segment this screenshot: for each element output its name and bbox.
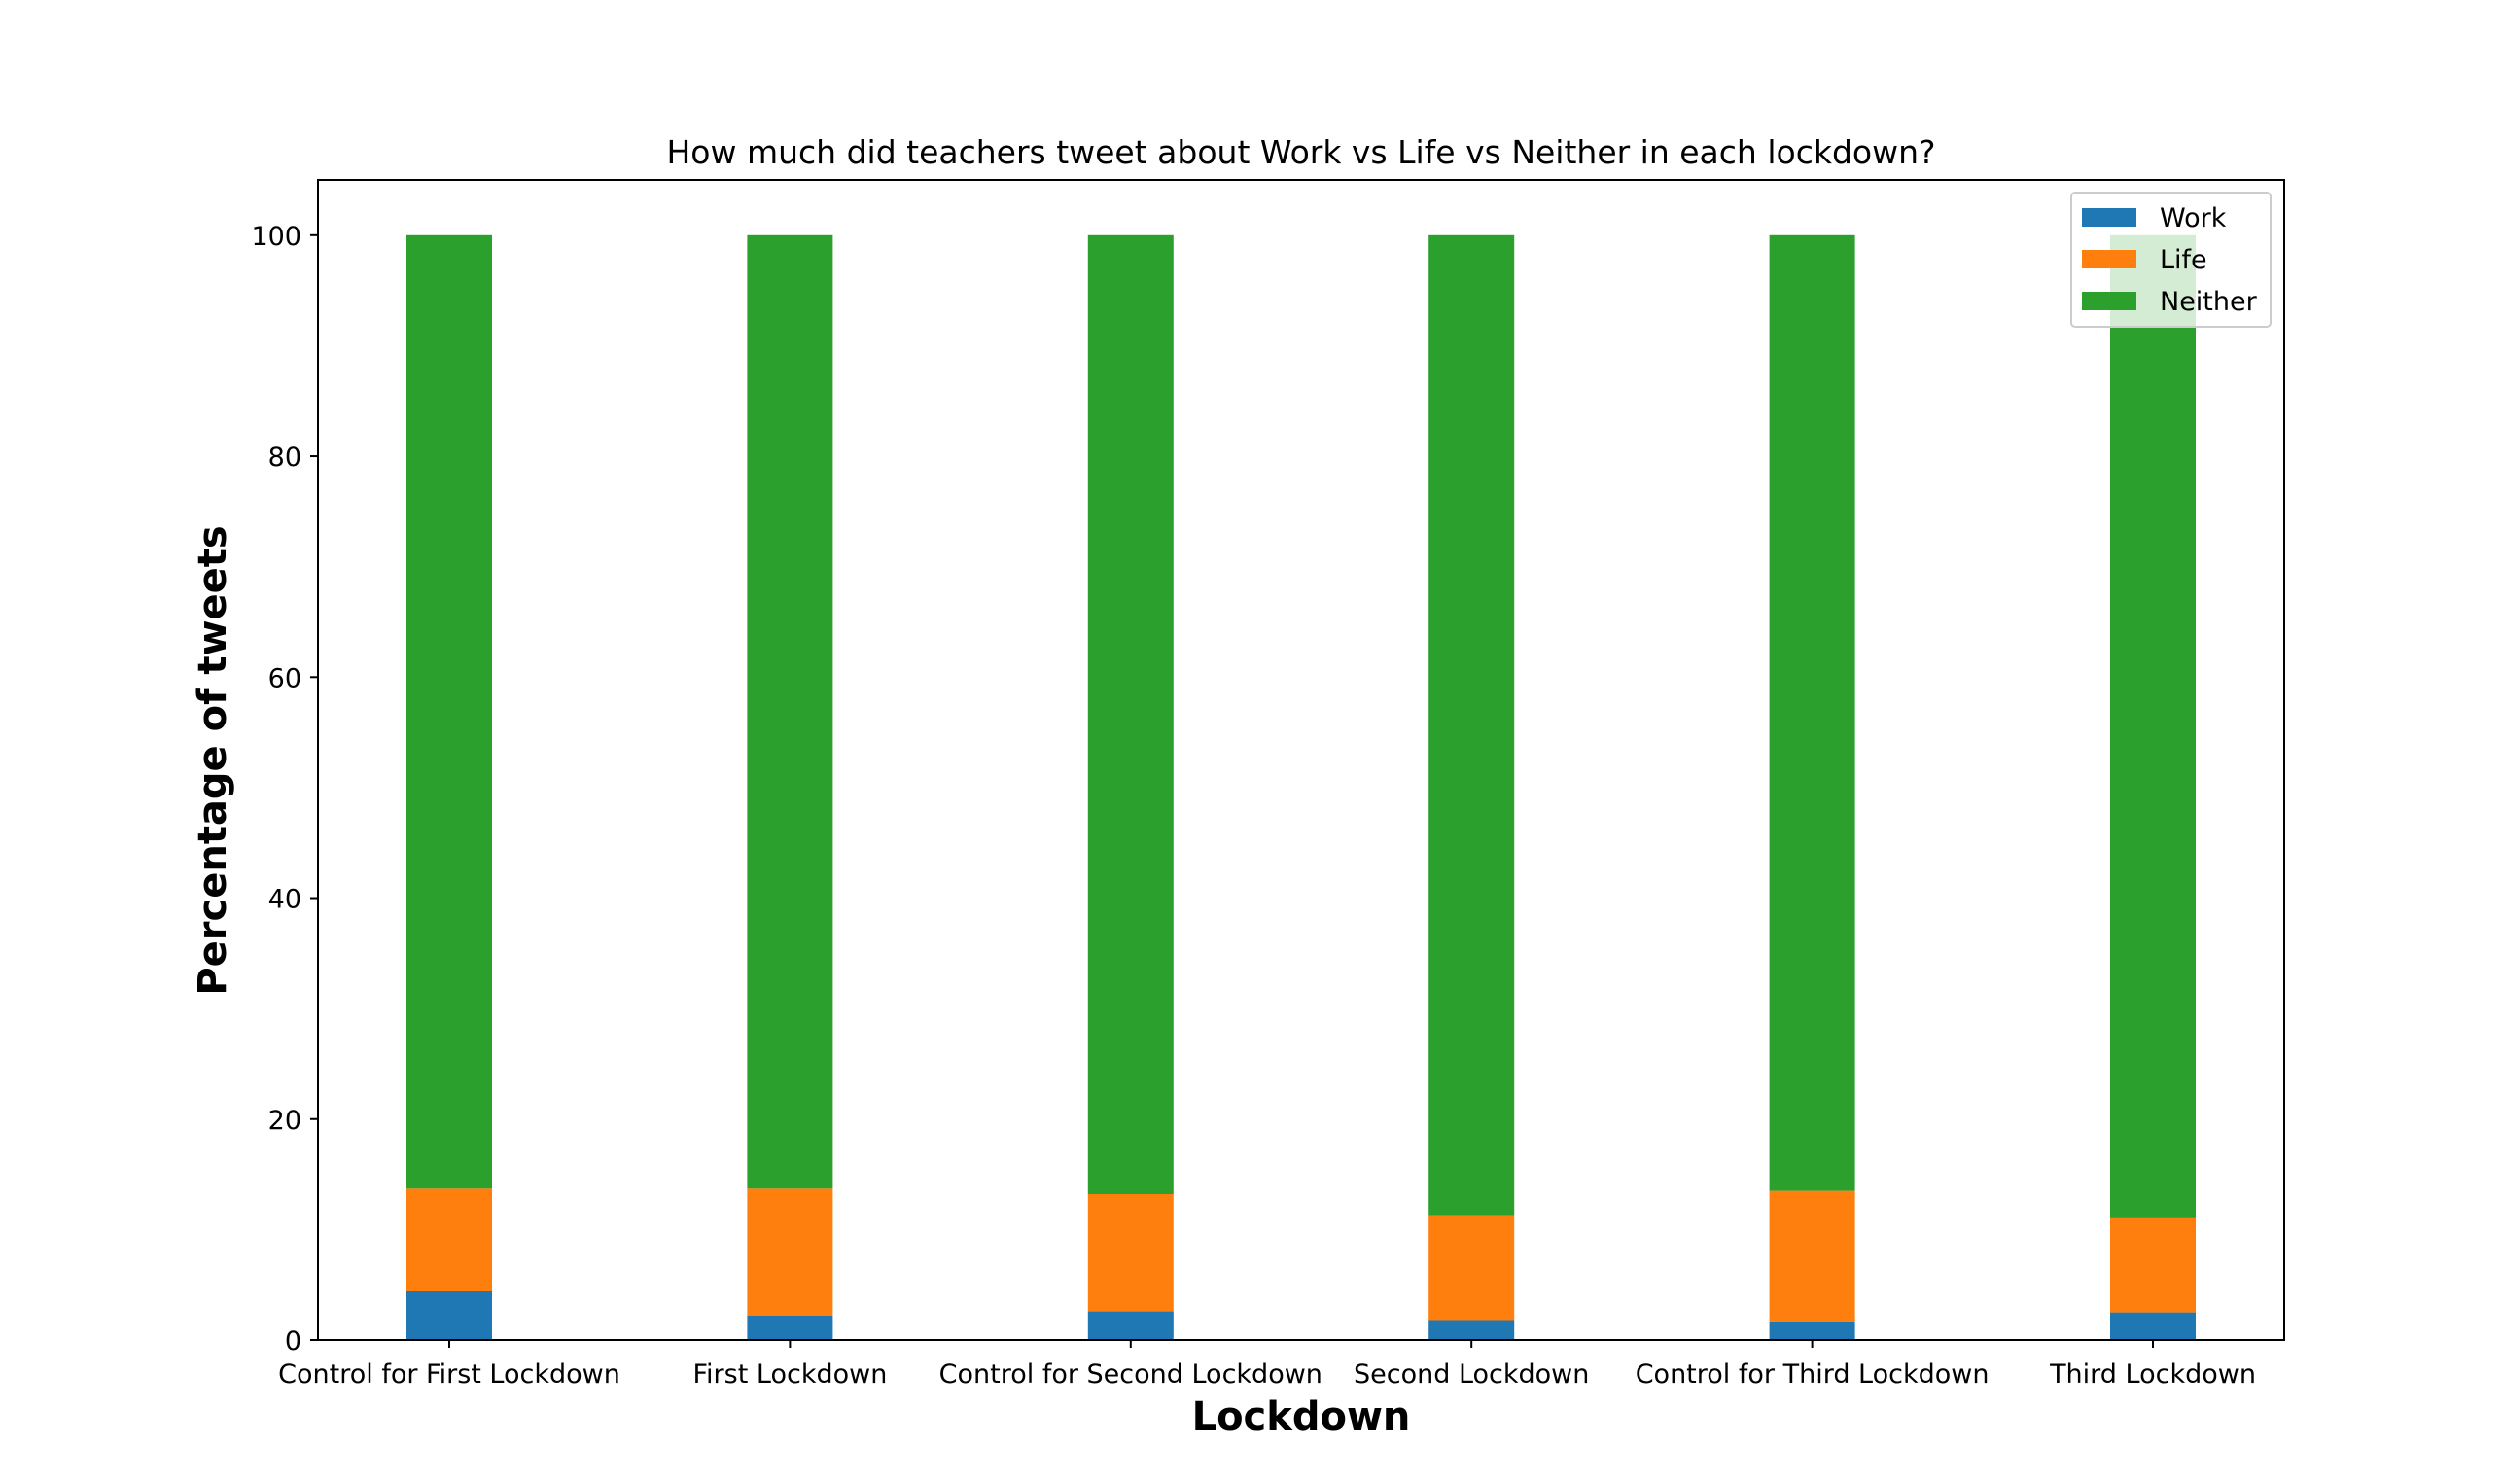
bar-neither-4 [1769,234,1855,1191]
bar-neither-0 [406,234,492,1189]
bar-life-1 [747,1188,833,1316]
legend-swatch-neither [2082,292,2136,310]
bar-life-5 [2110,1217,2196,1313]
bar-life-0 [406,1188,492,1291]
bar-work-5 [2110,1312,2196,1340]
y-axis: 0 20 40 60 80 100 [251,222,318,1357]
bar-neither-2 [1087,234,1174,1195]
legend-label-life: Life [2160,245,2207,275]
legend-swatch-life [2082,250,2136,268]
chart-title: How much did teachers tweet about Work v… [666,133,1935,171]
bar-life-4 [1769,1190,1855,1322]
y-tick-label: 80 [268,442,301,473]
y-tick-label: 0 [285,1326,301,1357]
bar-neither-1 [747,234,833,1189]
bar-life-2 [1087,1194,1174,1312]
bar-neither-5 [2110,234,2196,1218]
y-axis-label: Percentage of tweets [191,525,235,995]
y-tick-label: 60 [268,663,301,693]
bar-life-3 [1428,1215,1515,1321]
legend-swatch-work [2082,208,2136,227]
x-axis-label: Lockdown [1192,1395,1411,1439]
bar-work-3 [1428,1320,1515,1340]
bar-neither-3 [1428,234,1515,1216]
x-tick-label: Control for First Lockdown [278,1360,620,1390]
bar-work-4 [1769,1321,1855,1340]
x-tick-label: Control for Third Lockdown [1636,1360,1990,1390]
bar-work-2 [1087,1311,1174,1340]
x-tick-label: Third Lockdown [2049,1360,2256,1390]
plot-frame [317,179,2285,1341]
x-axis: Control for First Lockdown First Lockdown… [278,1340,2256,1390]
y-tick-label: 20 [268,1106,301,1136]
legend-label-work: Work [2160,203,2227,233]
x-tick-label: Second Lockdown [1354,1360,1589,1390]
legend-label-neither: Neither [2160,287,2258,317]
bars [406,234,2196,1340]
x-tick-label: Control for Second Lockdown [939,1360,1322,1390]
legend: Work Life Neither [2070,192,2272,328]
y-tick-label: 100 [251,222,301,252]
bar-work-1 [747,1316,833,1340]
x-tick-label: First Lockdown [692,1360,887,1390]
y-tick-label: 40 [268,885,301,915]
bar-work-0 [406,1291,492,1340]
